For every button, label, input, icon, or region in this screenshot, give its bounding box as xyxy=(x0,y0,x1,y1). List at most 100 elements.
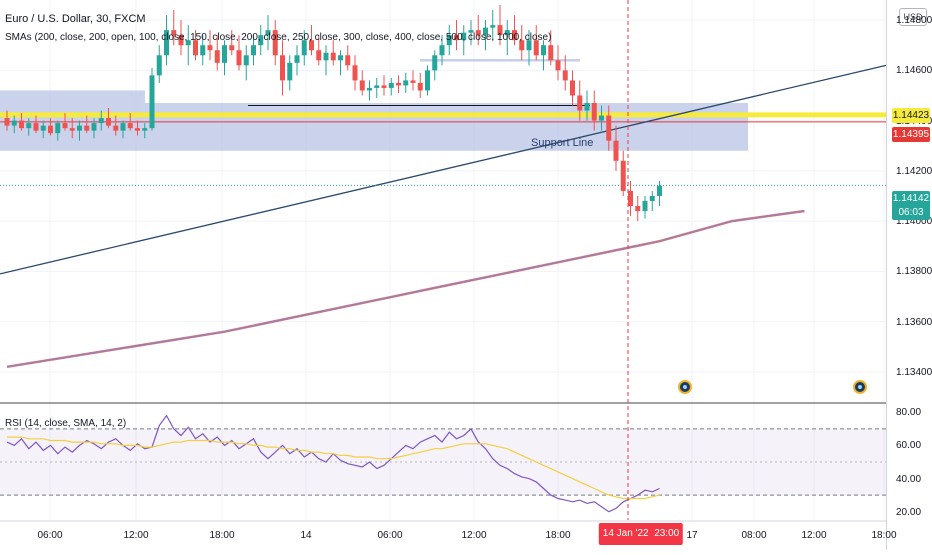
candle-body xyxy=(410,80,416,83)
candle-body xyxy=(504,30,510,36)
price-tick-label: 1.14200 xyxy=(896,165,932,177)
candle-body xyxy=(106,118,111,126)
candle-body xyxy=(468,30,474,33)
time-tick-label: 12:00 xyxy=(801,530,827,541)
candle-body xyxy=(439,45,445,56)
rsi-tick-label: 40.00 xyxy=(896,473,922,485)
red-level-badge: 1.14395 xyxy=(892,127,930,142)
price-tick-label: 1.14000 xyxy=(896,216,932,228)
candle-body xyxy=(396,82,401,86)
candle-body xyxy=(40,125,46,131)
candle-body xyxy=(26,123,32,129)
candle-body xyxy=(185,40,191,46)
bar-countdown: 06:03 xyxy=(892,205,930,220)
candle-body xyxy=(338,55,343,61)
candle-body xyxy=(497,25,503,36)
rsi-tick-label: 60.00 xyxy=(896,440,922,452)
candle-body xyxy=(475,30,481,36)
candle-body xyxy=(178,35,184,46)
candle-body xyxy=(84,125,90,131)
rsi-legend[interactable]: RSI (14, close, SMA, 14, 2) xyxy=(5,418,127,429)
candle-body xyxy=(251,45,256,56)
candle-body xyxy=(649,195,655,201)
candle-body xyxy=(309,40,314,51)
candle-body xyxy=(599,115,604,121)
sma-line-secondary xyxy=(6,210,805,368)
candle-body xyxy=(512,30,517,41)
candle-body xyxy=(620,160,626,191)
candle-body xyxy=(570,80,575,96)
candle-body xyxy=(142,128,148,131)
candle-body xyxy=(446,35,452,46)
rsi-band xyxy=(0,428,886,496)
candle-body xyxy=(4,118,10,126)
time-tick-label: 18:00 xyxy=(871,530,897,541)
candle-body xyxy=(48,125,53,134)
candles xyxy=(4,5,662,222)
yellow-level-badge: 1.14423 xyxy=(892,108,930,123)
time-tick-label: 18:00 xyxy=(545,530,571,541)
candle-body xyxy=(526,40,532,51)
candle-body xyxy=(11,120,17,126)
candle-body xyxy=(613,140,619,161)
price-tick-label: 1.13600 xyxy=(896,316,932,328)
candle-body xyxy=(149,75,155,129)
candle-body xyxy=(280,55,285,81)
time-tick-label: 17 xyxy=(686,530,698,541)
candle-body xyxy=(454,35,459,41)
candle-body xyxy=(323,52,329,61)
candle-body xyxy=(156,55,162,76)
candle-body xyxy=(519,40,525,51)
symbol-title[interactable]: Euro / U.S. Dollar, 30, FXCM xyxy=(5,13,146,25)
candle-body xyxy=(388,82,394,88)
candle-body xyxy=(628,190,633,207)
price-axis[interactable] xyxy=(886,0,932,550)
currency-button[interactable]: USD xyxy=(899,8,927,26)
candle-body xyxy=(258,35,264,46)
candle-body xyxy=(98,118,104,124)
last-price-badge: 1.14142 xyxy=(892,191,930,206)
candle-body xyxy=(425,70,430,91)
candle-body xyxy=(33,123,39,131)
price-tick-label: 1.13800 xyxy=(896,266,932,278)
rsi-tick-label: 20.00 xyxy=(896,506,922,518)
candle-body xyxy=(294,55,300,63)
candle-body xyxy=(127,123,133,129)
trend-line xyxy=(0,64,887,275)
candle-body xyxy=(207,45,213,51)
time-tick-label: 12:00 xyxy=(123,530,149,541)
candle-body xyxy=(562,70,568,81)
candle-body xyxy=(69,128,75,131)
candle-body xyxy=(164,30,169,56)
rsi-tick-label: 80.00 xyxy=(896,407,922,419)
time-tick-label: 12:00 xyxy=(461,530,487,541)
crosshair-time-badge: 14 Jan '22 23:00 xyxy=(598,523,684,545)
candle-body xyxy=(483,27,488,36)
candle-body xyxy=(555,60,561,71)
time-tick-label: 06:00 xyxy=(37,530,63,541)
sma-legend[interactable]: SMAs (200, close, 200, open, 100, close,… xyxy=(5,32,552,43)
upper-zone xyxy=(420,59,580,62)
candle-body xyxy=(359,80,365,91)
candle-body xyxy=(367,87,372,91)
candle-body xyxy=(316,50,322,61)
candle-body xyxy=(265,30,271,36)
candle-body xyxy=(91,123,97,131)
economic-event-icon[interactable] xyxy=(678,380,692,394)
candle-body xyxy=(330,52,336,61)
cursor-date: 14 Jan '22 xyxy=(602,528,649,539)
left-zone xyxy=(0,90,145,104)
time-tick-label: 14 xyxy=(300,530,312,541)
candle-body xyxy=(577,95,583,111)
price-tick-label: 1.13400 xyxy=(896,366,932,378)
candle-body xyxy=(243,55,249,66)
support-line-label: Support Line xyxy=(531,137,594,149)
candle-body xyxy=(135,128,140,131)
economic-event-icon[interactable] xyxy=(853,380,867,394)
rsi-ma-line xyxy=(7,436,660,500)
candle-body xyxy=(287,62,293,81)
candle-body xyxy=(120,123,126,131)
candle-body xyxy=(541,45,546,56)
